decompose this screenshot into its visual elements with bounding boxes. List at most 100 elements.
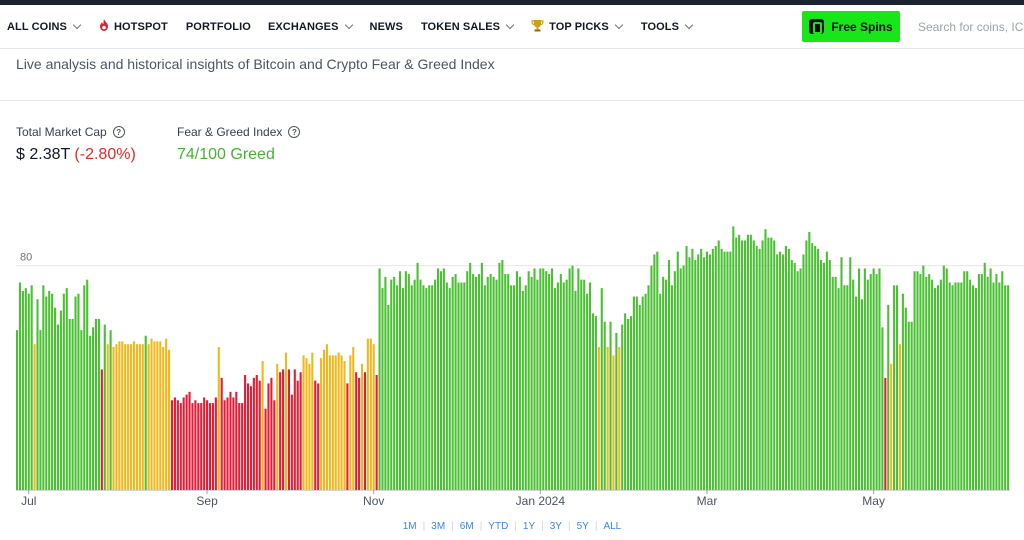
chart-bar[interactable] [647,285,650,490]
chart-bar[interactable] [483,285,486,490]
chart-bar[interactable] [603,321,606,490]
chart-bar[interactable] [729,251,732,490]
chart-bar[interactable] [249,386,252,490]
chart-bar[interactable] [963,271,966,490]
chart-bar[interactable] [308,363,311,490]
chart-bar[interactable] [404,271,407,490]
chart-bar[interactable] [770,237,773,490]
period-all[interactable]: ALL [603,521,622,532]
chart-bar[interactable] [732,226,735,490]
chart-bar[interactable] [431,285,434,490]
chart-bar[interactable] [989,268,992,490]
chart-bar[interactable] [521,290,524,490]
chart-bar[interactable] [542,268,545,490]
chart-bar[interactable] [814,246,817,490]
chart-bar[interactable] [811,243,814,490]
chart-bar[interactable] [559,274,562,490]
chart-bar[interactable] [743,240,747,490]
chart-bar[interactable] [650,265,653,490]
chart-bar[interactable] [928,274,931,490]
chart-bar[interactable] [568,268,571,490]
chart-bar[interactable] [27,293,30,490]
nav-item-hotspot[interactable]: HOTSPOT [99,5,168,49]
chart-bar[interactable] [849,257,852,490]
help-icon[interactable]: ? [288,126,301,138]
chart-bar[interactable] [635,296,638,491]
search-input[interactable] [918,19,1024,34]
chart-bar[interactable] [644,293,647,490]
chart-bar[interactable] [700,248,703,490]
chart-bar[interactable] [220,377,223,490]
chart-bar[interactable] [393,276,396,490]
chart-bar[interactable] [872,268,875,490]
chart-bar[interactable] [132,341,136,490]
chart-bar[interactable] [901,293,904,490]
chart-bar[interactable] [170,400,174,490]
chart-bar[interactable] [305,358,308,490]
chart-bar[interactable] [290,394,293,490]
chart-bar[interactable] [904,307,907,490]
chart-bar[interactable] [553,288,557,490]
chart-bar[interactable] [246,383,250,490]
chart-bar[interactable] [673,271,676,490]
chart-bar[interactable] [124,344,127,490]
chart-bar[interactable] [118,341,121,490]
chart-bar[interactable] [92,327,95,490]
chart-bar[interactable] [100,369,103,490]
chart-bar[interactable] [507,274,510,490]
chart-bar[interactable] [597,346,600,490]
chart-bar[interactable] [141,344,144,490]
chart-bar[interactable] [390,279,393,490]
chart-bar[interactable] [45,296,48,491]
chart-bar[interactable] [948,282,951,490]
chart-bar[interactable] [986,276,989,490]
chart-bar[interactable] [843,285,846,490]
chart-bar[interactable] [606,346,609,490]
chart-bar[interactable] [267,383,270,490]
chart-bar[interactable] [805,240,808,490]
chart-bar[interactable] [852,279,855,490]
chart-bar[interactable] [130,344,133,490]
chart-bar[interactable] [855,296,858,491]
chart-bar[interactable] [764,229,767,490]
nav-item-tools[interactable]: TOOLS [641,5,694,49]
chart-bar[interactable] [866,279,869,490]
chart-bar[interactable] [697,254,700,490]
chart-bar[interactable] [363,372,366,490]
chart-bar[interactable] [48,290,51,490]
chart-bar[interactable] [667,260,671,490]
chart-bar[interactable] [983,262,986,490]
chart-bar[interactable] [320,358,323,490]
chart-bar[interactable] [498,262,501,490]
chart-bar[interactable] [173,397,176,490]
chart-bar[interactable] [378,268,381,490]
chart-bar[interactable] [863,268,866,490]
chart-bar[interactable] [492,276,495,490]
chart-bar[interactable] [434,279,437,490]
chart-bar[interactable] [156,341,159,490]
chart-bar[interactable] [676,251,679,490]
help-icon[interactable]: ? [112,126,125,138]
chart-bar[interactable] [969,279,972,490]
chart-bar[interactable] [83,285,86,490]
chart-bar[interactable] [21,290,24,490]
period-3y[interactable]: 3Y [549,521,562,532]
chart-bar[interactable] [501,260,504,490]
chart-bar[interactable] [551,268,554,490]
chart-bar[interactable] [436,268,440,490]
chart-bar[interactable] [396,285,399,490]
chart-bar[interactable] [632,296,635,491]
chart-bar[interactable] [74,296,77,491]
chart-bar[interactable] [372,344,375,490]
chart-bar[interactable] [761,240,764,490]
chart-bar[interactable] [238,403,241,490]
chart-bar[interactable] [270,377,273,490]
chart-bar[interactable] [802,254,805,490]
chart-bar[interactable] [919,274,922,490]
chart-bar[interactable] [860,299,863,490]
chart-bar[interactable] [77,293,80,490]
chart-bar[interactable] [819,260,823,490]
chart-bar[interactable] [629,316,633,490]
chart-bar[interactable] [355,372,358,490]
chart-bar[interactable] [42,285,45,490]
